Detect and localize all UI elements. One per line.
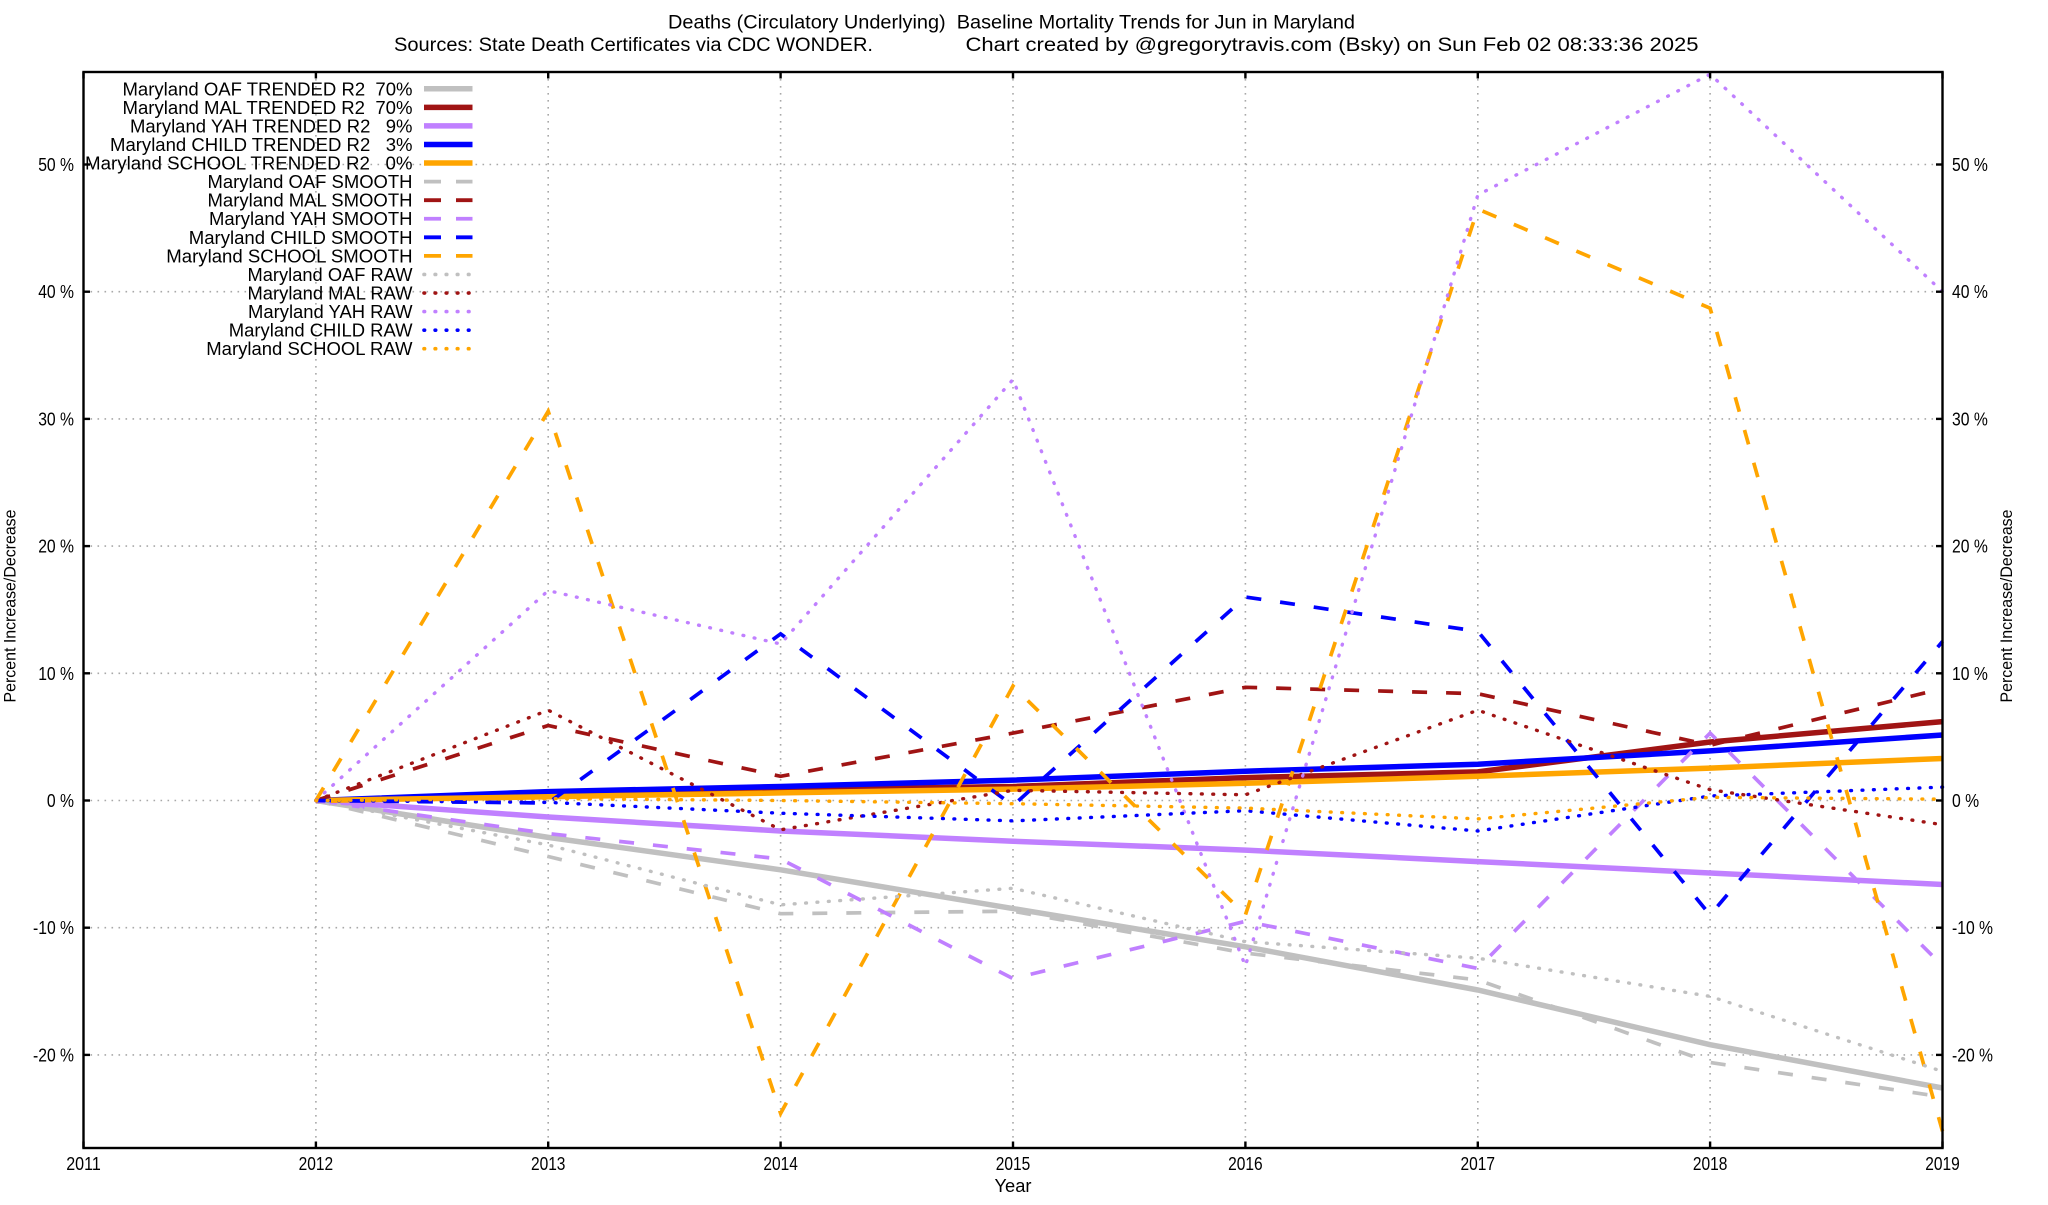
svg-text:10 %: 10 % — [1952, 664, 1988, 684]
svg-text:Maryland CHILD TRENDED R2 3%: Maryland CHILD TRENDED R2 3% — [110, 134, 413, 155]
svg-text:50 %: 50 % — [1952, 155, 1988, 175]
svg-text:0 %: 0 % — [47, 791, 74, 811]
svg-text:Chart created by @gregorytravi: Chart created by @gregorytravis.com (Bsk… — [966, 35, 1699, 56]
svg-text:2014: 2014 — [763, 1154, 798, 1174]
svg-text:Maryland MAL TRENDED R2 70%: Maryland MAL TRENDED R2 70% — [123, 97, 413, 118]
svg-text:Maryland OAF SMOOTH: Maryland OAF SMOOTH — [208, 171, 413, 192]
svg-text:Maryland SCHOOL SMOOTH: Maryland SCHOOL SMOOTH — [166, 245, 412, 266]
svg-text:Maryland YAH TRENDED R2 9%: Maryland YAH TRENDED R2 9% — [130, 115, 413, 136]
svg-text:40 %: 40 % — [1952, 282, 1988, 302]
svg-text:Year: Year — [995, 1175, 1032, 1196]
svg-text:2017: 2017 — [1461, 1154, 1496, 1174]
svg-text:Maryland MAL RAW: Maryland MAL RAW — [248, 283, 414, 304]
svg-text:40 %: 40 % — [38, 282, 74, 302]
svg-text:2011: 2011 — [66, 1154, 101, 1174]
svg-text:30 %: 30 % — [38, 409, 74, 429]
svg-text:Maryland OAF TRENDED R2 70%: Maryland OAF TRENDED R2 70% — [123, 78, 413, 99]
svg-text:2015: 2015 — [996, 1154, 1031, 1174]
svg-text:2016: 2016 — [1228, 1154, 1263, 1174]
svg-text:Maryland YAH RAW: Maryland YAH RAW — [248, 301, 413, 322]
svg-text:Percent Increase/Decrease: Percent Increase/Decrease — [1997, 510, 2016, 703]
svg-text:-10 %: -10 % — [33, 918, 74, 938]
svg-text:Maryland CHILD SMOOTH: Maryland CHILD SMOOTH — [189, 227, 413, 248]
svg-text:50 %: 50 % — [38, 155, 74, 175]
svg-text:2012: 2012 — [299, 1154, 334, 1174]
svg-text:2013: 2013 — [531, 1154, 566, 1174]
svg-text:-20 %: -20 % — [1952, 1045, 1993, 1065]
svg-text:20 %: 20 % — [38, 537, 74, 557]
svg-text:Maryland CHILD RAW: Maryland CHILD RAW — [229, 320, 413, 341]
svg-text:0 %: 0 % — [1952, 791, 1979, 811]
svg-text:Deaths (Circulatory Underlying: Deaths (Circulatory Underlying) Baseline… — [668, 13, 1355, 34]
svg-text:30 %: 30 % — [1952, 409, 1988, 429]
svg-text:Maryland SCHOOL RAW: Maryland SCHOOL RAW — [206, 338, 413, 359]
svg-text:Maryland MAL SMOOTH: Maryland MAL SMOOTH — [208, 190, 413, 211]
svg-text:20 %: 20 % — [1952, 537, 1988, 557]
svg-text:Maryland OAF RAW: Maryland OAF RAW — [248, 264, 414, 285]
svg-text:2018: 2018 — [1693, 1154, 1728, 1174]
svg-text:Maryland SCHOOL TRENDED R2 0: Maryland SCHOOL TRENDED R2 0% — [85, 153, 413, 174]
svg-text:-20 %: -20 % — [33, 1045, 74, 1065]
svg-text:Sources: State Death Certifica: Sources: State Death Certificates via CD… — [394, 35, 873, 56]
svg-text:Maryland YAH SMOOTH: Maryland YAH SMOOTH — [209, 208, 413, 229]
svg-text:10 %: 10 % — [38, 664, 74, 684]
svg-text:Percent Increase/Decrease: Percent Increase/Decrease — [1, 510, 20, 703]
svg-text:2019: 2019 — [1925, 1154, 1960, 1174]
svg-text:-10 %: -10 % — [1952, 918, 1993, 938]
